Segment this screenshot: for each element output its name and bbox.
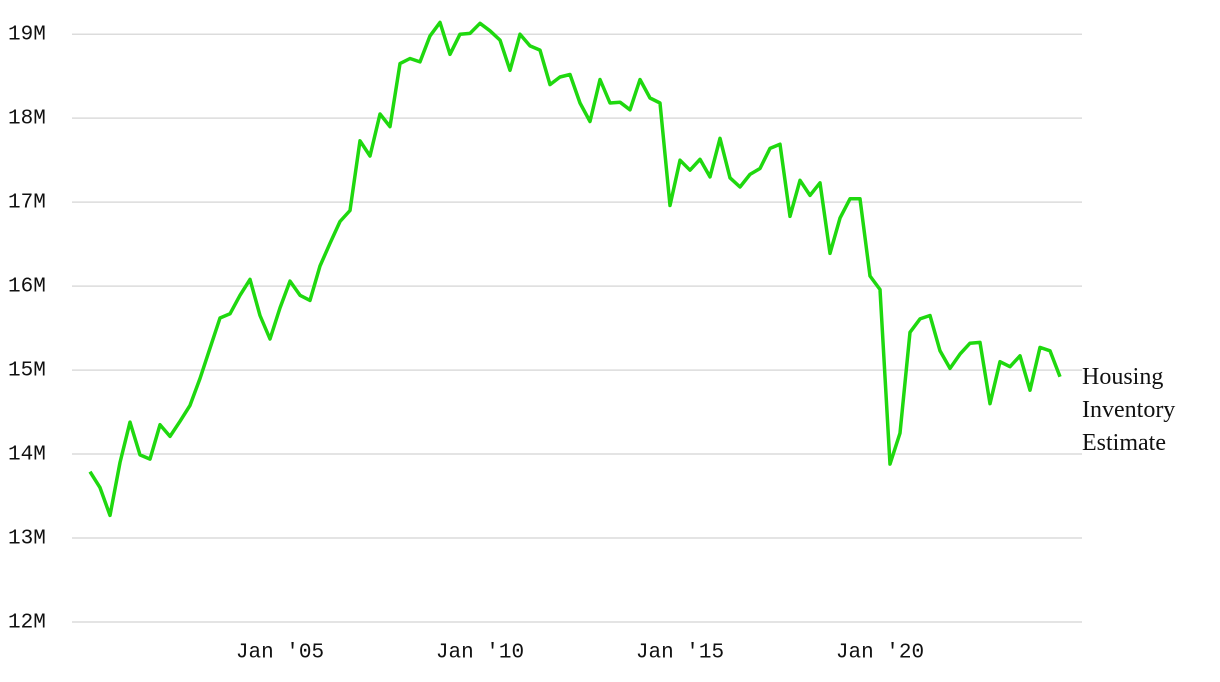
series-label: Housing Inventory Estimate: [1082, 364, 1176, 456]
x-tick-label: Jan '05: [236, 642, 324, 665]
x-tick-label: Jan '15: [636, 642, 724, 665]
data-line: [88, 20, 1062, 518]
y-tick-label: 13M: [8, 528, 46, 551]
y-tick-label: 19M: [8, 24, 46, 47]
y-tick-label: 12M: [8, 612, 46, 635]
y-tick-label: 14M: [8, 444, 46, 467]
y-tick-label: 17M: [8, 192, 46, 215]
y-tick-label: 15M: [8, 360, 46, 383]
x-tick-label: Jan '20: [836, 642, 924, 665]
x-tick-label: Jan '10: [436, 642, 524, 665]
y-tick-label: 16M: [8, 276, 46, 299]
y-tick-label: 18M: [8, 108, 46, 131]
